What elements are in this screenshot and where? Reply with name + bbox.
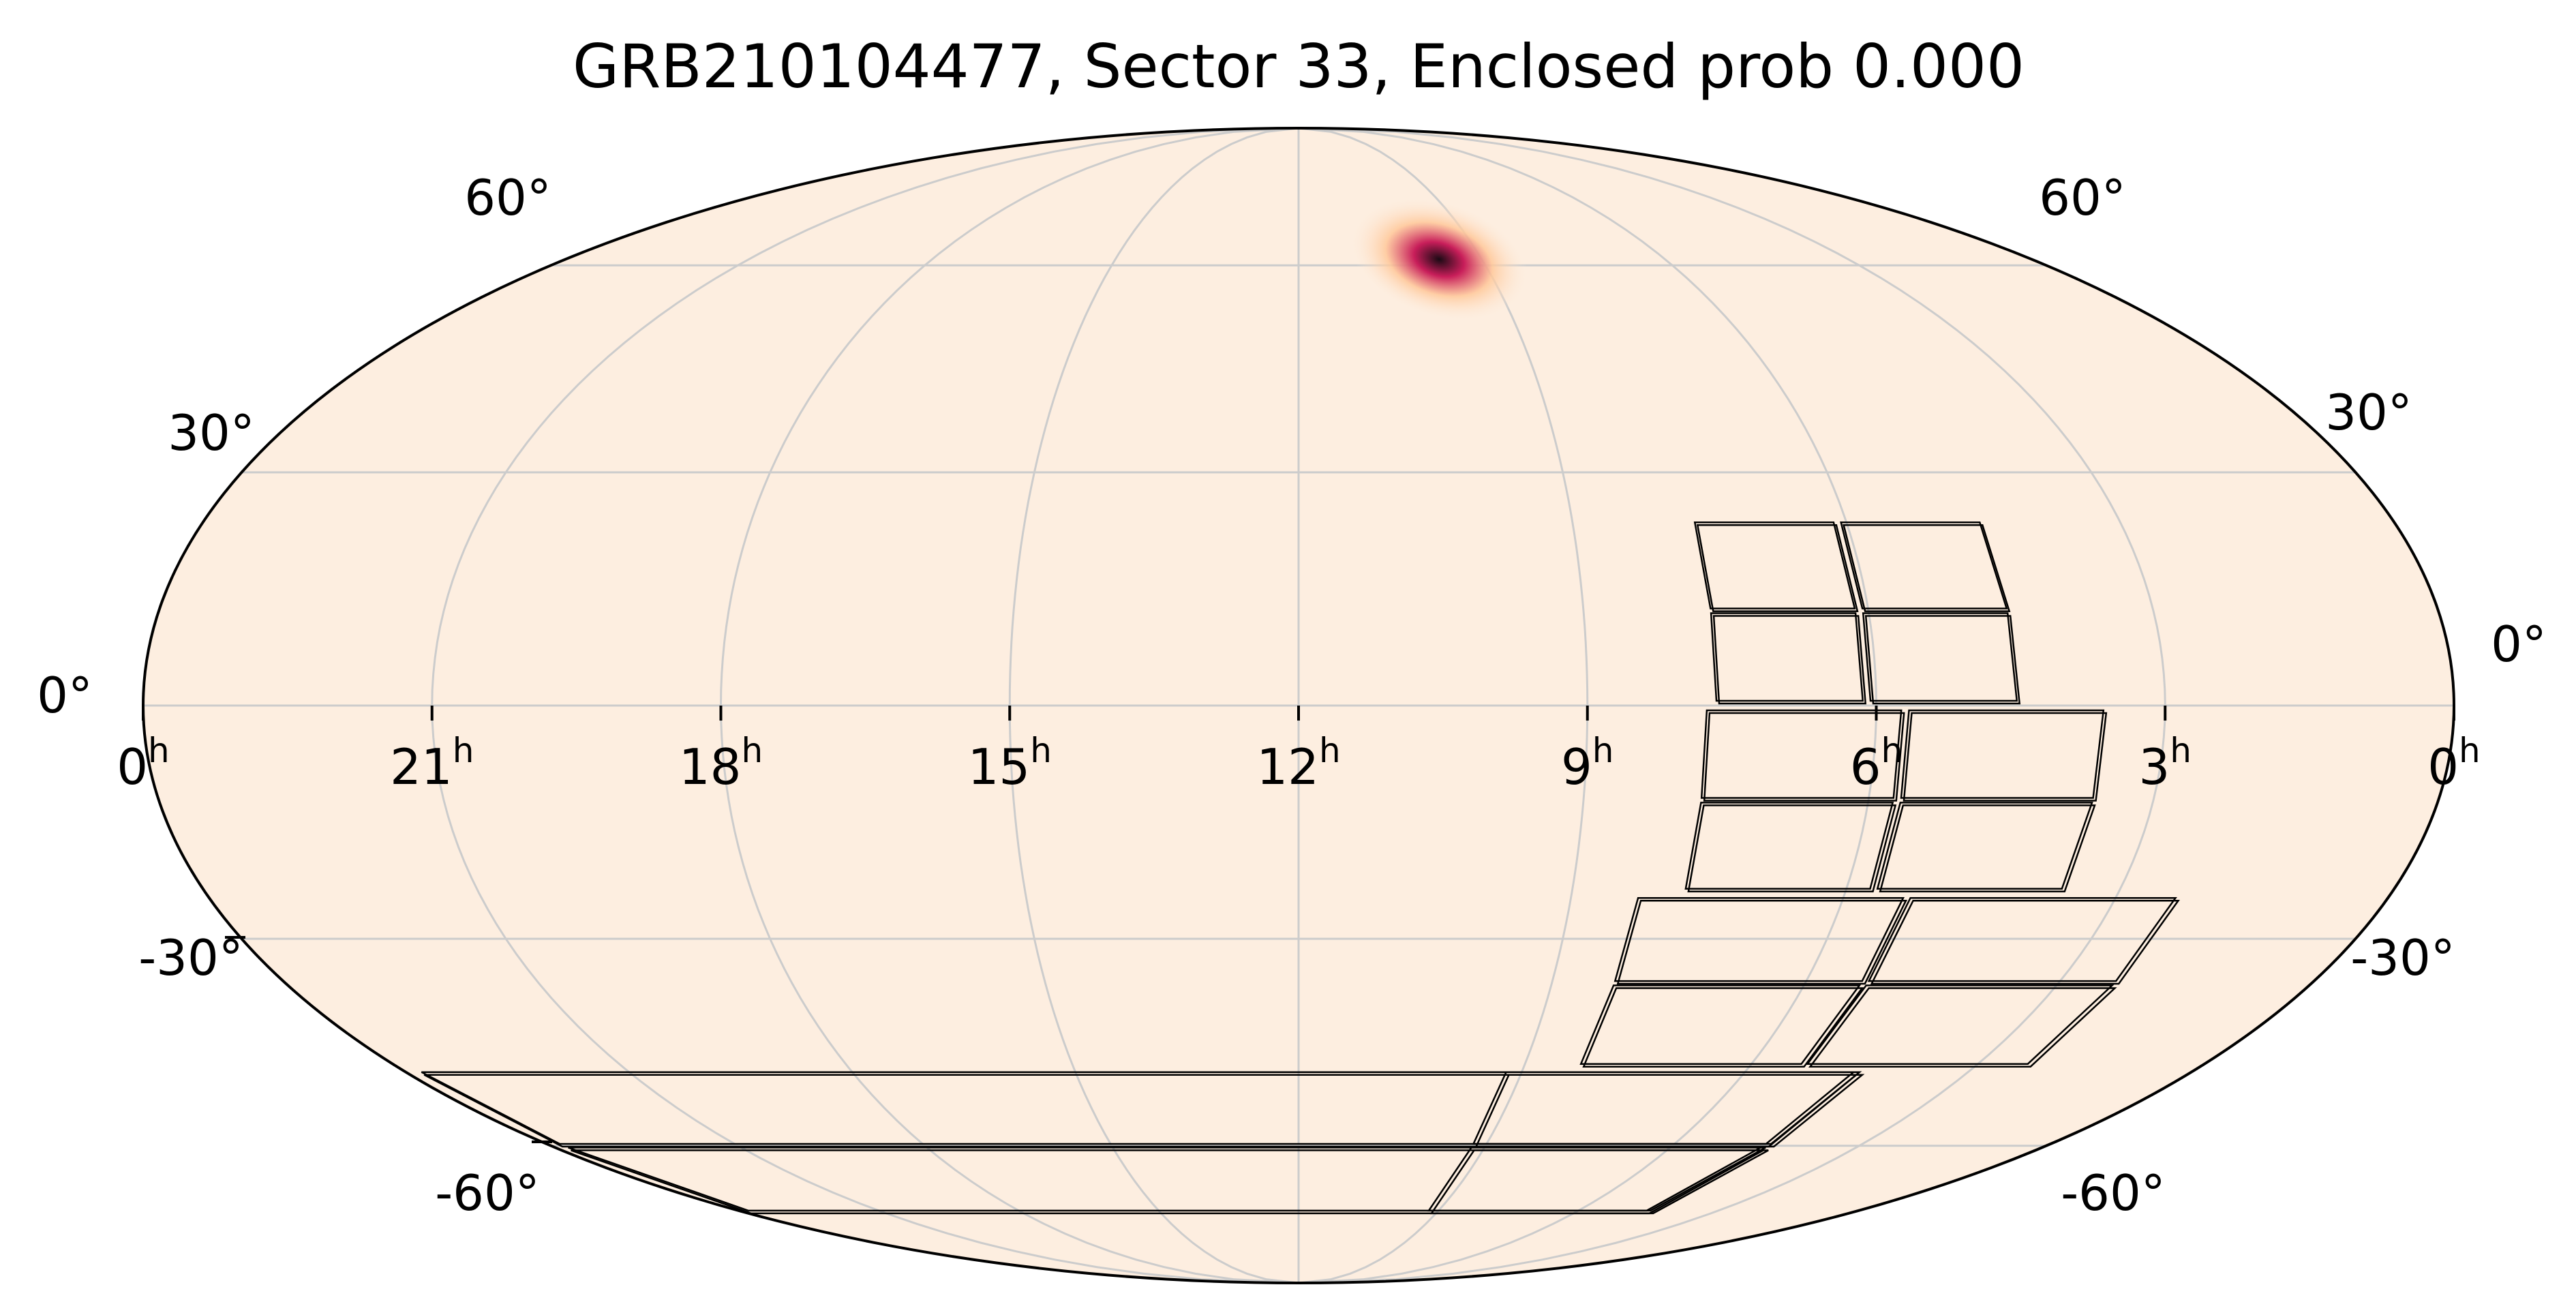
ccd-tile xyxy=(1696,524,1859,612)
ccd-tile xyxy=(1710,612,1864,702)
ccd-tile xyxy=(1862,612,2018,702)
ccd-tile xyxy=(1703,712,1905,802)
dec-tick-label-left: 0° xyxy=(37,667,93,724)
ccd-tile xyxy=(1684,802,1894,890)
ccd-tile xyxy=(1808,987,2117,1068)
dec-tick-label-left: -30° xyxy=(138,929,243,986)
ccd-tile xyxy=(1700,709,1903,799)
ccd-tile xyxy=(568,1147,1766,1212)
dec-tick-label-right: -30° xyxy=(2350,929,2455,986)
map-title: GRB210104477, Sector 33, Enclosed prob 0… xyxy=(573,31,2025,102)
ccd-tile xyxy=(423,1074,1865,1148)
ccd-tile xyxy=(571,1149,1769,1215)
ccd-tile xyxy=(1867,896,2177,982)
ccd-tile xyxy=(1876,802,2093,890)
ccd-tile xyxy=(1616,899,1908,985)
ccd-tile xyxy=(1900,709,2105,799)
dec-tick-label-left: 30° xyxy=(168,404,255,462)
probability-hotspot xyxy=(1350,197,1529,322)
dec-tick-label-right: -60° xyxy=(2061,1164,2166,1222)
ccd-tile xyxy=(1864,615,2021,705)
ccd-tile xyxy=(1879,804,2096,893)
ccd-tile xyxy=(1687,804,1897,893)
dec-tick-label-right: 0° xyxy=(2491,616,2547,673)
dec-tick-label-left: -60° xyxy=(435,1164,540,1222)
dec-tick-label-left: 60° xyxy=(464,169,551,226)
ra-tick-label: 18h xyxy=(679,731,763,796)
ccd-tile xyxy=(1613,896,1905,982)
ccd-tile xyxy=(421,1071,1862,1145)
ccd-tile xyxy=(1579,984,1862,1065)
ccd-tile xyxy=(1582,987,1864,1068)
ccd-tile xyxy=(1843,524,2011,612)
ccd-tile xyxy=(1903,712,2108,802)
hotspot-mark xyxy=(1350,197,1529,322)
ccd-tile xyxy=(1712,615,1867,705)
ccd-tile xyxy=(1693,521,1856,609)
axis-ticks xyxy=(142,706,2455,1143)
sector-camera-tiles xyxy=(421,521,2180,1215)
ccd-tile xyxy=(1870,899,2180,985)
ccd-tile xyxy=(1840,521,2008,609)
dec-tick-label-right: 60° xyxy=(2039,169,2126,226)
dec-tick-label-right: 30° xyxy=(2325,384,2412,441)
ra-tick-label: 12h xyxy=(1256,731,1340,796)
ccd-tile xyxy=(1806,984,2115,1065)
